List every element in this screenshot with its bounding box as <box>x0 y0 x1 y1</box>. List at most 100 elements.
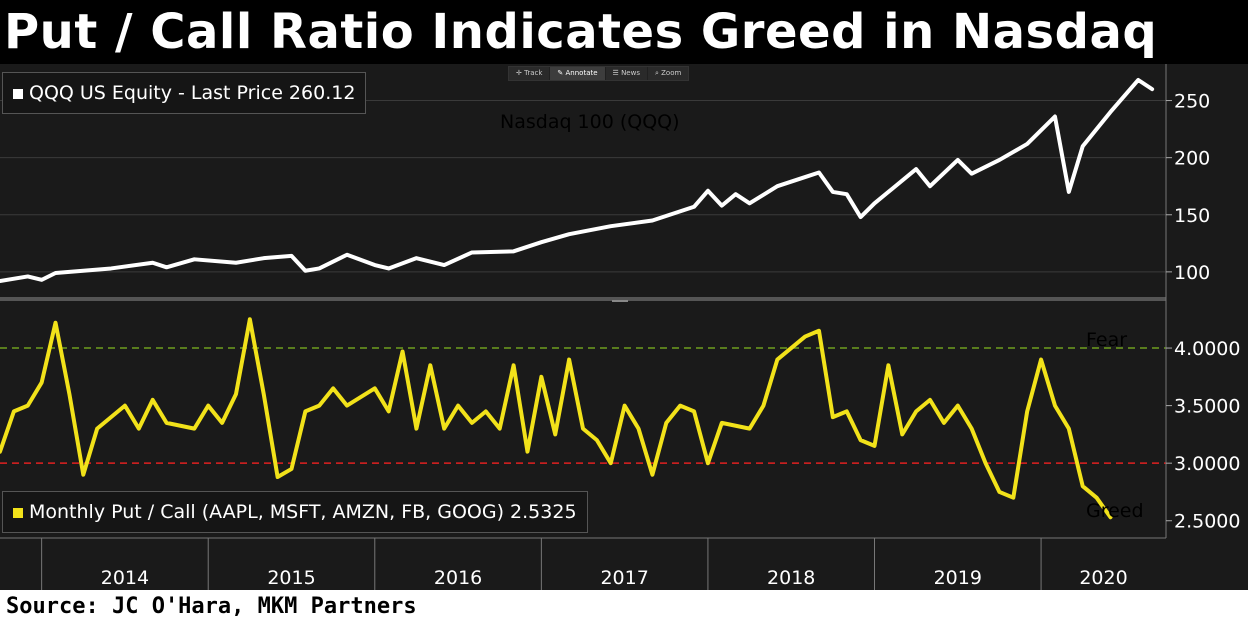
ratio-point <box>997 490 1001 494</box>
ratio-point <box>54 321 58 325</box>
ratio-y-tick-label: 2.5000 <box>1174 511 1240 533</box>
price-point <box>345 253 349 257</box>
ratio-point <box>1095 496 1099 500</box>
ratio-point <box>845 409 849 413</box>
zoom-tool-button[interactable]: ⌕ Zoom <box>647 67 689 80</box>
price-y-tick-label: 250 <box>1174 91 1210 113</box>
ratio-point <box>234 392 238 396</box>
ratio-point <box>40 381 44 385</box>
ratio-point <box>470 421 474 425</box>
ratio-y-tick-label: 3.0000 <box>1174 453 1240 475</box>
price-point <box>803 175 807 179</box>
ratio-point <box>456 404 460 408</box>
price-point <box>109 266 113 270</box>
ratio-point <box>165 421 169 425</box>
ratio-legend: Monthly Put / Call (AAPL, MSFT, AMZN, FB… <box>2 491 588 533</box>
ratio-point <box>137 427 141 431</box>
ratio-point <box>12 409 16 413</box>
track-tool-button[interactable]: ✛ Track <box>509 67 550 80</box>
ratio-point <box>581 427 585 431</box>
price-point <box>26 274 30 278</box>
ratio-point <box>512 363 516 367</box>
ratio-point <box>900 432 904 436</box>
price-point <box>81 269 85 273</box>
price-point <box>303 269 307 273</box>
price-y-tick-label: 200 <box>1174 148 1210 170</box>
price-point <box>414 256 418 260</box>
ratio-point <box>775 358 779 362</box>
ratio-point <box>803 335 807 339</box>
ratio-point <box>956 404 960 408</box>
ratio-point <box>1053 404 1057 408</box>
news-tool-button[interactable]: ☰ News <box>605 67 647 80</box>
chart-title: Put / Call Ratio Indicates Greed in Nasd… <box>0 0 1248 64</box>
price-point <box>317 266 321 270</box>
price-point <box>873 201 876 205</box>
annotate-tool-button[interactable]: ✎ Annotate <box>550 67 605 80</box>
price-point <box>1053 115 1057 119</box>
ratio-point <box>609 461 613 465</box>
x-year-label: 2017 <box>600 567 648 589</box>
price-legend: QQQ US Equity - Last Price 260.12 <box>2 72 367 114</box>
price-point <box>290 254 293 258</box>
price-point <box>567 232 571 236</box>
ratio-point <box>387 409 391 413</box>
ratio-point <box>1011 496 1015 500</box>
x-year-label: 2019 <box>934 567 982 589</box>
x-year-label: 2016 <box>434 567 482 589</box>
ratio-point <box>886 363 890 367</box>
ratio-point <box>290 467 293 471</box>
price-point <box>692 205 696 209</box>
ratio-point <box>331 386 335 390</box>
ratio-point <box>567 358 571 362</box>
ratio-point <box>1067 427 1071 431</box>
ratio-point <box>761 404 765 408</box>
price-point <box>539 240 543 244</box>
ratio-legend-swatch <box>13 508 23 518</box>
price-point <box>192 257 196 261</box>
ratio-point <box>678 404 682 408</box>
chart-toolbar: ✛ Track ✎ Annotate ☰ News ⌕ Zoom <box>508 66 690 81</box>
price-point <box>373 263 377 267</box>
panel-resize-handle <box>612 300 628 302</box>
ratio-point <box>262 392 266 396</box>
price-point <box>1150 87 1154 91</box>
price-y-tick-label: 100 <box>1174 262 1210 284</box>
x-year-label: 2015 <box>267 567 315 589</box>
chart-svg: 100 150 200 250 4.0000 3.5000 3.0000 2.5000 2014… <box>0 64 1240 590</box>
price-point <box>706 189 710 193</box>
ratio-point <box>428 363 432 367</box>
fear-annotation: Fear <box>1086 329 1128 351</box>
greed-annotation: Greed <box>1086 500 1144 522</box>
ratio-point <box>650 473 654 477</box>
ratio-point <box>401 350 405 354</box>
crosshair-icon: ✛ <box>516 69 525 77</box>
ratio-point <box>276 475 280 479</box>
price-point <box>512 249 516 253</box>
x-year-label: 2020 <box>1079 567 1127 589</box>
ratio-point <box>720 421 724 425</box>
ratio-point <box>984 461 988 465</box>
ratio-point <box>1039 358 1043 362</box>
price-point <box>470 250 474 254</box>
ratio-point <box>81 473 85 477</box>
ratio-point <box>345 404 349 408</box>
source-note: Source: JC O'Hara, MKM Partners <box>0 590 1248 624</box>
price-point <box>40 278 44 282</box>
ratio-point <box>442 427 446 431</box>
ratio-point <box>1108 515 1112 519</box>
ratio-series-line <box>0 317 1113 520</box>
ratio-point <box>1081 484 1085 488</box>
price-point <box>748 201 752 205</box>
ratio-point <box>206 404 210 408</box>
ratio-point <box>706 461 710 465</box>
news-icon: ☰ <box>612 69 622 77</box>
ratio-point <box>123 404 127 408</box>
price-point <box>54 271 58 275</box>
ratio-point <box>67 392 71 396</box>
price-point <box>234 261 238 265</box>
ratio-point <box>414 427 418 431</box>
price-annotation: Nasdaq 100 (QQQ) <box>500 111 680 133</box>
price-point <box>845 192 849 196</box>
ratio-point <box>26 404 30 408</box>
